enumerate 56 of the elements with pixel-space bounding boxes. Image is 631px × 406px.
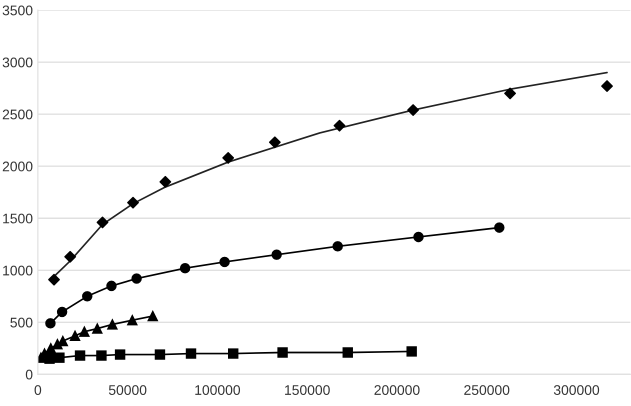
y-tick-label: 2500 (2, 110, 32, 120)
point (228, 348, 238, 359)
point (46, 343, 56, 354)
point (148, 310, 158, 322)
point (44, 354, 55, 364)
point (79, 326, 90, 337)
point (186, 348, 196, 359)
x-tick-label: 250000 (464, 385, 510, 395)
point (45, 318, 56, 329)
point (56, 306, 68, 318)
point (64, 250, 76, 263)
point (332, 241, 343, 252)
point (127, 196, 139, 209)
y-tick-label: 1000 (3, 266, 32, 276)
point (159, 176, 172, 188)
x-tick-label: 0 (34, 385, 42, 395)
point (271, 249, 282, 260)
point (268, 136, 281, 148)
point (58, 336, 68, 346)
point (127, 315, 138, 326)
x-tick-label: 50000 (108, 385, 146, 395)
point (219, 256, 230, 268)
point (222, 152, 234, 164)
point (131, 273, 142, 284)
y-tick-label: 1500 (3, 214, 32, 224)
point (48, 274, 60, 286)
x-tick-label: 200000 (374, 385, 420, 395)
point (413, 232, 424, 242)
y-tick-label: 3500 (2, 5, 32, 16)
point (114, 349, 126, 360)
point (334, 120, 346, 132)
point (154, 349, 166, 360)
x-tick-label: 150000 (285, 385, 330, 395)
point (74, 350, 86, 361)
x-tick-label: 300000 (554, 385, 600, 395)
point (406, 346, 417, 357)
point (70, 330, 80, 342)
point (601, 80, 613, 92)
x-tick-label: 100000 (195, 385, 240, 395)
point (180, 262, 190, 274)
point (96, 350, 107, 361)
point (96, 216, 108, 228)
point (504, 88, 516, 100)
point (342, 347, 353, 358)
point (277, 347, 288, 358)
y-tick-label: 500 (10, 318, 32, 328)
point (54, 352, 65, 363)
y-tick-label: 2000 (2, 162, 32, 172)
point (82, 291, 92, 302)
point (92, 323, 102, 334)
point (107, 319, 118, 330)
point (494, 222, 505, 233)
y-tick-label: 0 (26, 370, 32, 380)
point (407, 104, 420, 116)
point (106, 280, 117, 292)
y-tick-label: 3000 (2, 58, 32, 68)
